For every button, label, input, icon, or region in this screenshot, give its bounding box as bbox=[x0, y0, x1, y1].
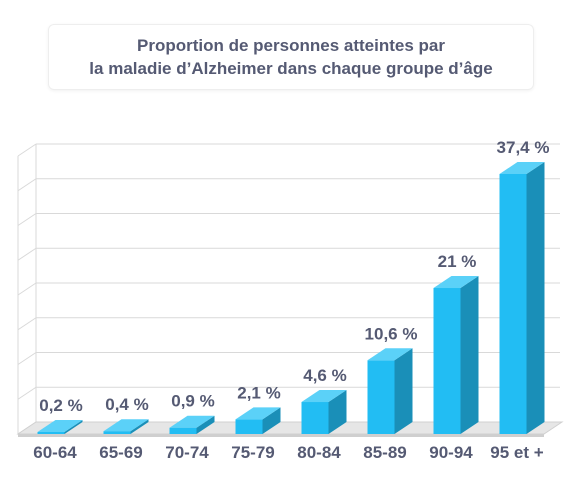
chart-floor-plane bbox=[16, 421, 564, 435]
category-label: 90-94 bbox=[429, 443, 473, 462]
category-label: 60-64 bbox=[33, 443, 77, 462]
gridline-perspective bbox=[17, 386, 37, 400]
value-label: 0,4 % bbox=[105, 395, 148, 414]
bar bbox=[235, 407, 281, 434]
bar-front bbox=[499, 174, 527, 434]
chart-floor bbox=[16, 421, 564, 437]
bar-top bbox=[37, 420, 83, 432]
gridline-perspective bbox=[17, 282, 37, 296]
bar-front bbox=[37, 432, 65, 434]
bar-front bbox=[235, 419, 263, 434]
value-label: 10,6 % bbox=[365, 324, 418, 343]
bar-side bbox=[526, 162, 545, 434]
bar-front bbox=[169, 427, 197, 434]
value-label: 2,1 % bbox=[237, 383, 280, 402]
gridline-perspective bbox=[17, 352, 37, 365]
bar-front bbox=[103, 431, 131, 434]
bar bbox=[37, 420, 83, 434]
value-label: 4,6 % bbox=[303, 366, 346, 385]
value-label: 21 % bbox=[438, 252, 477, 271]
bar-top bbox=[103, 419, 149, 432]
bar-top bbox=[301, 390, 347, 403]
bar-top bbox=[235, 407, 281, 420]
bar-top bbox=[169, 415, 215, 428]
category-label: 80-84 bbox=[297, 443, 341, 462]
bar-side bbox=[394, 348, 413, 434]
gridline-perspective bbox=[17, 247, 37, 261]
value-label: 0,2 % bbox=[39, 396, 82, 415]
bar-top bbox=[367, 348, 413, 361]
bar-front bbox=[433, 288, 461, 434]
bar-side bbox=[196, 415, 215, 434]
gridline-perspective bbox=[17, 178, 37, 192]
value-label: 37,4 % bbox=[497, 138, 550, 157]
category-labels: 60-64 65-69 70-74 75-79 80-84 85-89 90-94 95 et… bbox=[33, 443, 544, 462]
chart-bars bbox=[37, 162, 545, 434]
chart-grid bbox=[17, 143, 560, 435]
bar bbox=[367, 348, 413, 434]
gridline-perspective bbox=[17, 213, 37, 226]
category-label: 75-79 bbox=[231, 443, 274, 462]
bar bbox=[169, 415, 215, 434]
bar-side bbox=[262, 407, 281, 434]
value-label: 0,9 % bbox=[171, 392, 214, 411]
bar-top bbox=[499, 162, 545, 174]
bar-side bbox=[130, 419, 149, 434]
bar-top bbox=[433, 276, 479, 289]
bar bbox=[103, 419, 149, 434]
value-labels: 0,2 % 0,4 % 0,9 % 2,1 % 4,6 % 10,6 % 21 % 37,4 … bbox=[39, 138, 549, 415]
category-label: 95 et + bbox=[490, 443, 543, 462]
gridline-perspective bbox=[17, 317, 37, 331]
bar bbox=[433, 276, 479, 434]
category-label: 65-69 bbox=[99, 443, 142, 462]
bar-front bbox=[367, 360, 395, 434]
chart-floor-edge bbox=[18, 434, 544, 437]
chart-title-box: Proportion de personnes atteintes par la… bbox=[48, 24, 534, 90]
chart-title-line-2: la maladie d’Alzheimer dans chaque group… bbox=[89, 59, 493, 78]
bar bbox=[499, 162, 545, 434]
category-label: 85-89 bbox=[363, 443, 406, 462]
bar bbox=[301, 390, 347, 434]
bar-side bbox=[328, 390, 347, 434]
gridline-perspective bbox=[17, 143, 37, 157]
chart-title-line-1: Proportion de personnes atteintes par bbox=[137, 36, 445, 55]
category-label: 70-74 bbox=[165, 443, 209, 462]
bar-side bbox=[64, 420, 83, 434]
bar-side bbox=[460, 276, 479, 434]
bar-front bbox=[301, 402, 329, 434]
